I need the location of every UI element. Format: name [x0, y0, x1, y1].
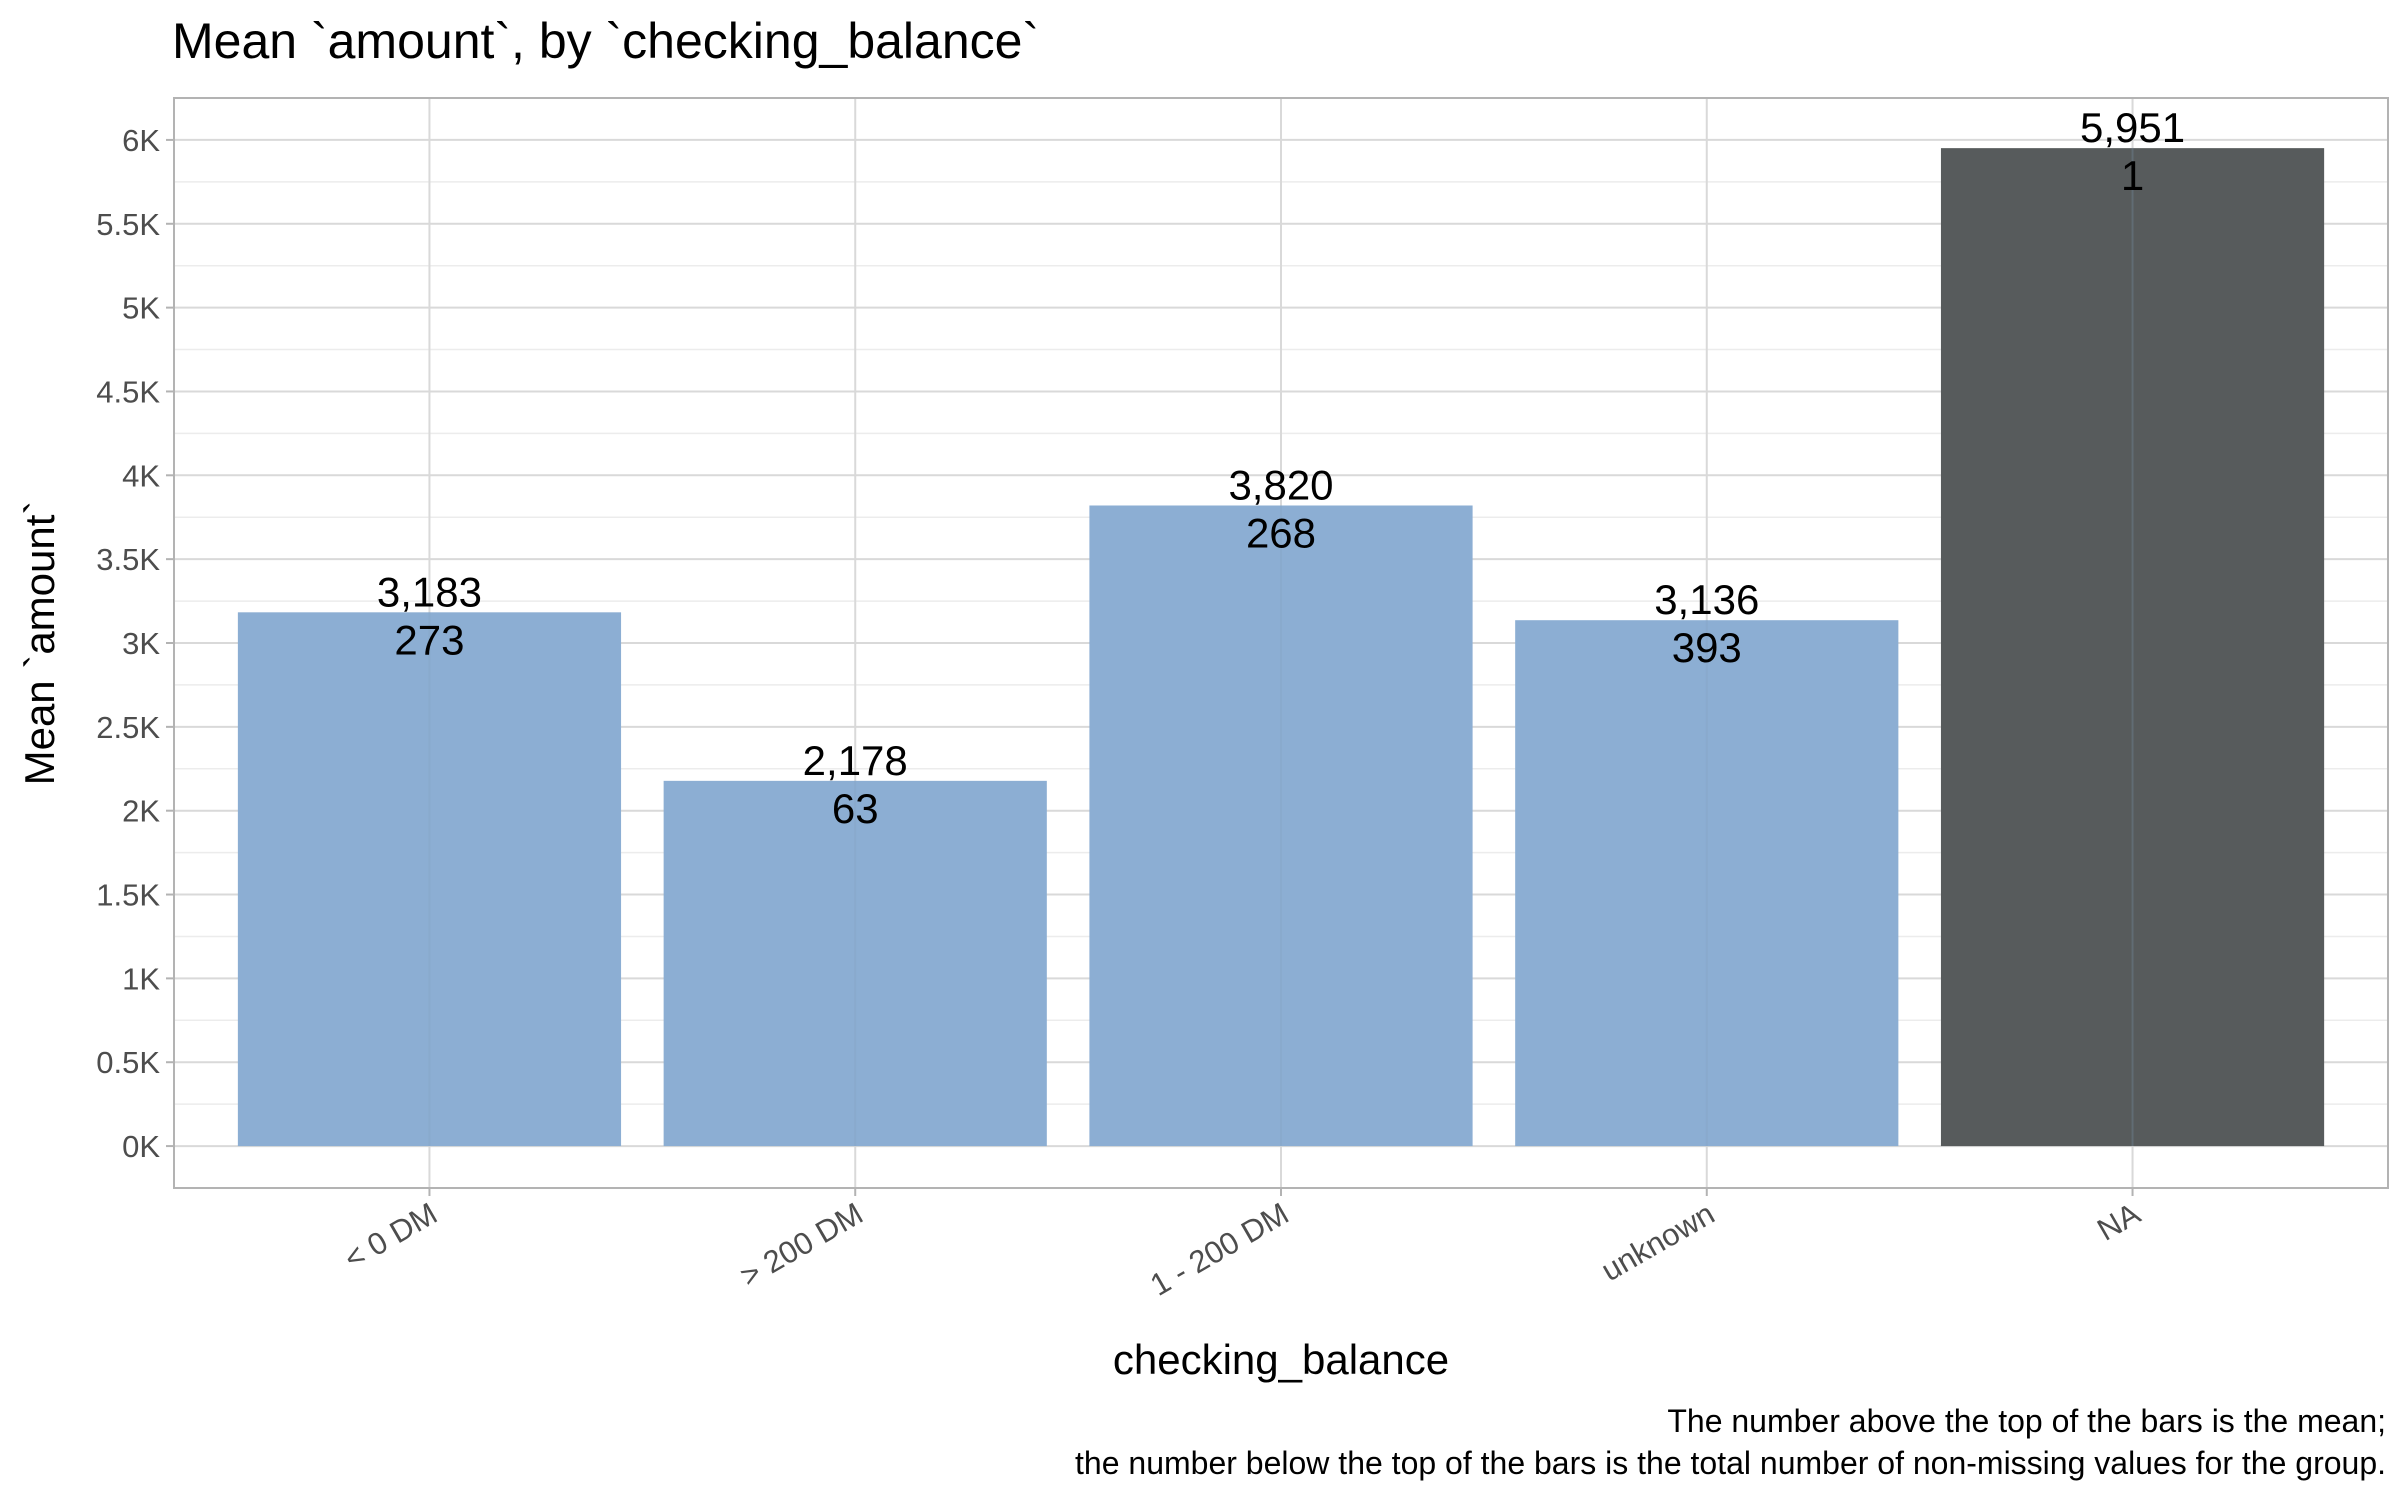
y-tick-label: 1.5K [96, 878, 160, 913]
y-tick-label: 3.5K [96, 542, 160, 577]
y-tick-label: 5.5K [96, 207, 160, 242]
mean-label: 3,820 [1228, 461, 1333, 508]
bar-0 [237, 612, 622, 1147]
y-tick-label: 4.5K [96, 374, 160, 409]
y-tick-label: 4K [122, 458, 160, 493]
count-label: 273 [394, 616, 464, 663]
y-tick-label: 2.5K [96, 710, 160, 745]
bar-1 [663, 780, 1047, 1147]
chart-caption: The number above the top of the bars is … [1075, 1400, 2386, 1484]
caption-line-2: the number below the top of the bars is … [1075, 1445, 2386, 1481]
x-tick-label: 1 - 200 DM [1144, 1196, 1294, 1303]
y-tick-label: 2K [122, 794, 160, 829]
mean-label: 3,183 [377, 568, 482, 615]
y-axis-title: Mean `amount` [16, 501, 63, 786]
x-tick-label: < 0 DM [338, 1196, 443, 1277]
y-tick-label: 1K [122, 961, 160, 996]
y-tick-label: 0K [122, 1129, 160, 1164]
caption-line-1: The number above the top of the bars is … [1667, 1403, 2386, 1439]
chart-title: Mean `amount`, by `checking_balance` [172, 13, 1040, 69]
mean-label: 2,178 [803, 737, 908, 784]
y-tick-label: 6K [122, 123, 160, 158]
x-axis-title: checking_balance [1113, 1336, 1449, 1383]
count-label: 1 [2121, 152, 2144, 199]
x-tick-label: NA [2091, 1196, 2146, 1248]
bar-4 [1940, 148, 2325, 1147]
x-tick-label: > 200 DM [734, 1196, 869, 1294]
y-tick-label: 0.5K [96, 1045, 160, 1080]
y-tick-label: 3K [122, 626, 160, 661]
count-label: 63 [832, 785, 879, 832]
count-label: 393 [1672, 624, 1742, 671]
mean-label: 5,951 [2080, 104, 2185, 151]
bar-2 [1089, 505, 1473, 1147]
mean-label: 3,136 [1654, 576, 1759, 623]
y-tick-label: 5K [122, 291, 160, 326]
count-label: 268 [1246, 509, 1316, 556]
x-tick-label: unknown [1595, 1196, 1720, 1288]
bar-3 [1515, 620, 1899, 1147]
